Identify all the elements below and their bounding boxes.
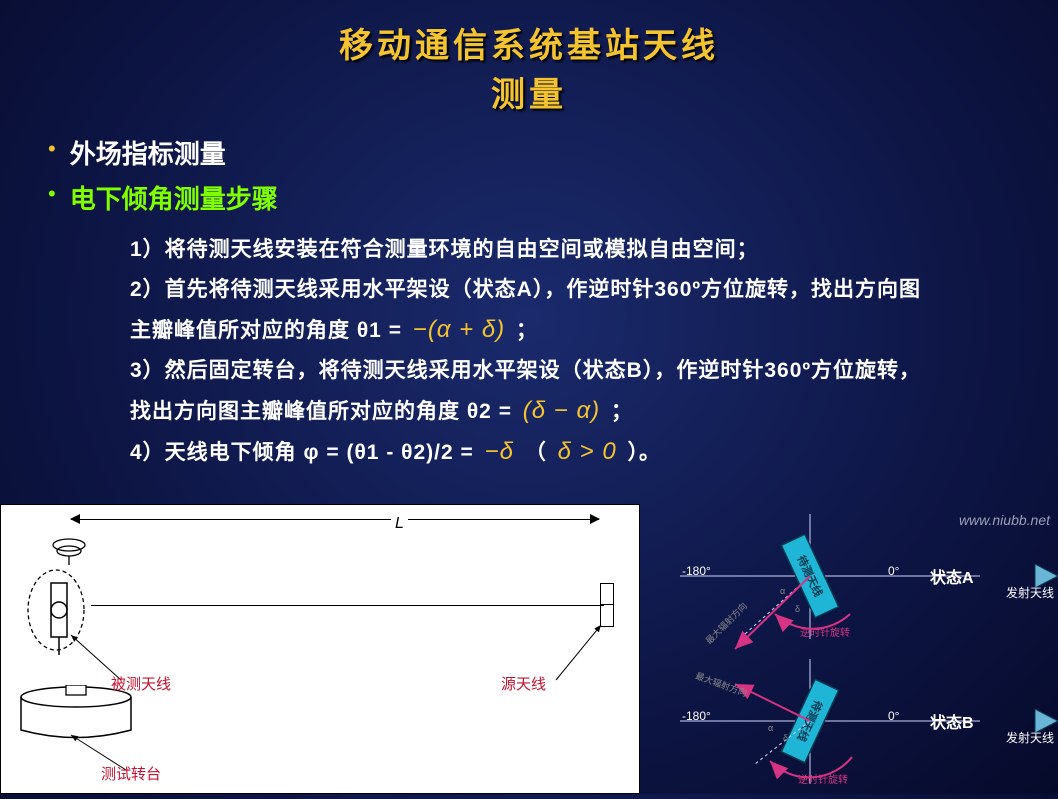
antenna-under-test-icon xyxy=(21,565,91,655)
watermark-text: www.niubb.net xyxy=(959,512,1050,528)
bullet-2-text: 电下倾角测量步骤 xyxy=(70,179,278,216)
title-line-1: 移动通信系统基站天线 xyxy=(0,18,1058,67)
deg0-a: 0° xyxy=(888,564,899,578)
step-4-mid: （ xyxy=(525,441,554,464)
steps-block: 1）将待测天线安装在符合测量环境的自由空间或模拟自由空间； 2）首先将待测天线采… xyxy=(0,224,1058,473)
maxdir-b: 最大辐射方向 xyxy=(694,670,749,699)
step-3-line-2: 找出方向图主瓣峰值所对应的角度 θ2 = (δ − α) ； xyxy=(130,391,1028,432)
step-4: 4）天线电下倾角 φ = (θ1 - θ2)/2 = −δ （ δ > 0 ）。 xyxy=(130,432,1028,473)
step-2-prefix: 主瓣峰值所对应的角度 θ1 = xyxy=(130,319,409,342)
line-of-sight xyxy=(91,605,604,606)
source-antenna-icon xyxy=(600,583,614,627)
step-4-formula-2: δ > 0 xyxy=(554,438,621,465)
step-4-prefix: 4）天线电下倾角 φ = (θ1 - θ2)/2 = xyxy=(130,441,481,464)
bullet-list: • 外场指标测量 • 电下倾角测量步骤 xyxy=(0,116,1058,216)
bullet-dot-icon: • xyxy=(48,134,56,164)
cable-spiral-icon xyxy=(49,535,89,565)
figure-measurement-setup: L 被测天线 测试转台 源天线 xyxy=(0,504,640,794)
step-2-suffix: ； xyxy=(516,319,538,342)
source-antenna-label: 源天线 xyxy=(501,673,546,694)
step-3-formula: (δ − α) xyxy=(519,397,604,424)
figure-states-diagram: www.niubb.net 待测天线 α δ 最大辐射方向 逆 xyxy=(640,504,1058,794)
distance-dimension-line: L xyxy=(71,519,599,520)
deg0-b: 0° xyxy=(888,709,899,723)
step-3-line-1: 3）然后固定转台，将待测天线采用水平架设（状态B），作逆时针360º方位旋转， xyxy=(130,351,1028,391)
aut-label: 被测天线 xyxy=(111,673,171,694)
step-4-formula-1: −δ xyxy=(481,438,518,465)
states-svg: 待测天线 α δ 最大辐射方向 逆时针旋转 待测天线 xyxy=(640,504,1058,794)
deg180-a: -180° xyxy=(682,564,711,578)
state-b-label: 状态B xyxy=(930,709,974,733)
svg-text:α: α xyxy=(768,723,773,733)
bullet-dot-icon: • xyxy=(48,179,56,209)
title-line-2: 测量 xyxy=(0,67,1058,116)
state-a-label: 状态A xyxy=(930,564,974,588)
step-2-line-1: 2）首先将待测天线采用水平架设（状态A），作逆时针360º方位旋转，找出方向图 xyxy=(130,270,1028,310)
bullet-2: • 电下倾角测量步骤 xyxy=(48,179,1058,216)
bullet-1-text: 外场指标测量 xyxy=(70,134,226,171)
rot-a: 逆时针旋转 xyxy=(800,626,850,639)
svg-text:α: α xyxy=(780,586,785,596)
step-3-suffix: ； xyxy=(611,400,633,423)
step-1: 1）将待测天线安装在符合测量环境的自由空间或模拟自由空间； xyxy=(130,230,1028,270)
leader-arrows xyxy=(1,505,641,795)
step-2-formula: −(α + δ) xyxy=(409,316,509,343)
step-3-prefix: 找出方向图主瓣峰值所对应的角度 θ2 = xyxy=(130,400,519,423)
svg-text:δ: δ xyxy=(783,733,788,743)
deg180-b: -180° xyxy=(682,709,711,723)
step-2-line-2: 主瓣峰值所对应的角度 θ1 = −(α + δ) ； xyxy=(130,310,1028,351)
emit-a: 发射天线 xyxy=(1006,584,1054,601)
maxdir-a: 最大辐射方向 xyxy=(703,600,749,646)
emit-b: 发射天线 xyxy=(1006,729,1054,746)
turntable-icon xyxy=(11,685,141,745)
figures-row: L 被测天线 测试转台 源天线 xyxy=(0,504,1058,794)
turntable-label: 测试转台 xyxy=(101,763,161,784)
step-4-end: ）。 xyxy=(628,441,662,464)
distance-label: L xyxy=(391,515,408,533)
slide-title: 移动通信系统基站天线 测量 xyxy=(0,0,1058,116)
svg-text:δ: δ xyxy=(795,604,800,614)
bullet-1: • 外场指标测量 xyxy=(48,134,1058,171)
rot-b: 逆时针旋转 xyxy=(798,773,848,786)
